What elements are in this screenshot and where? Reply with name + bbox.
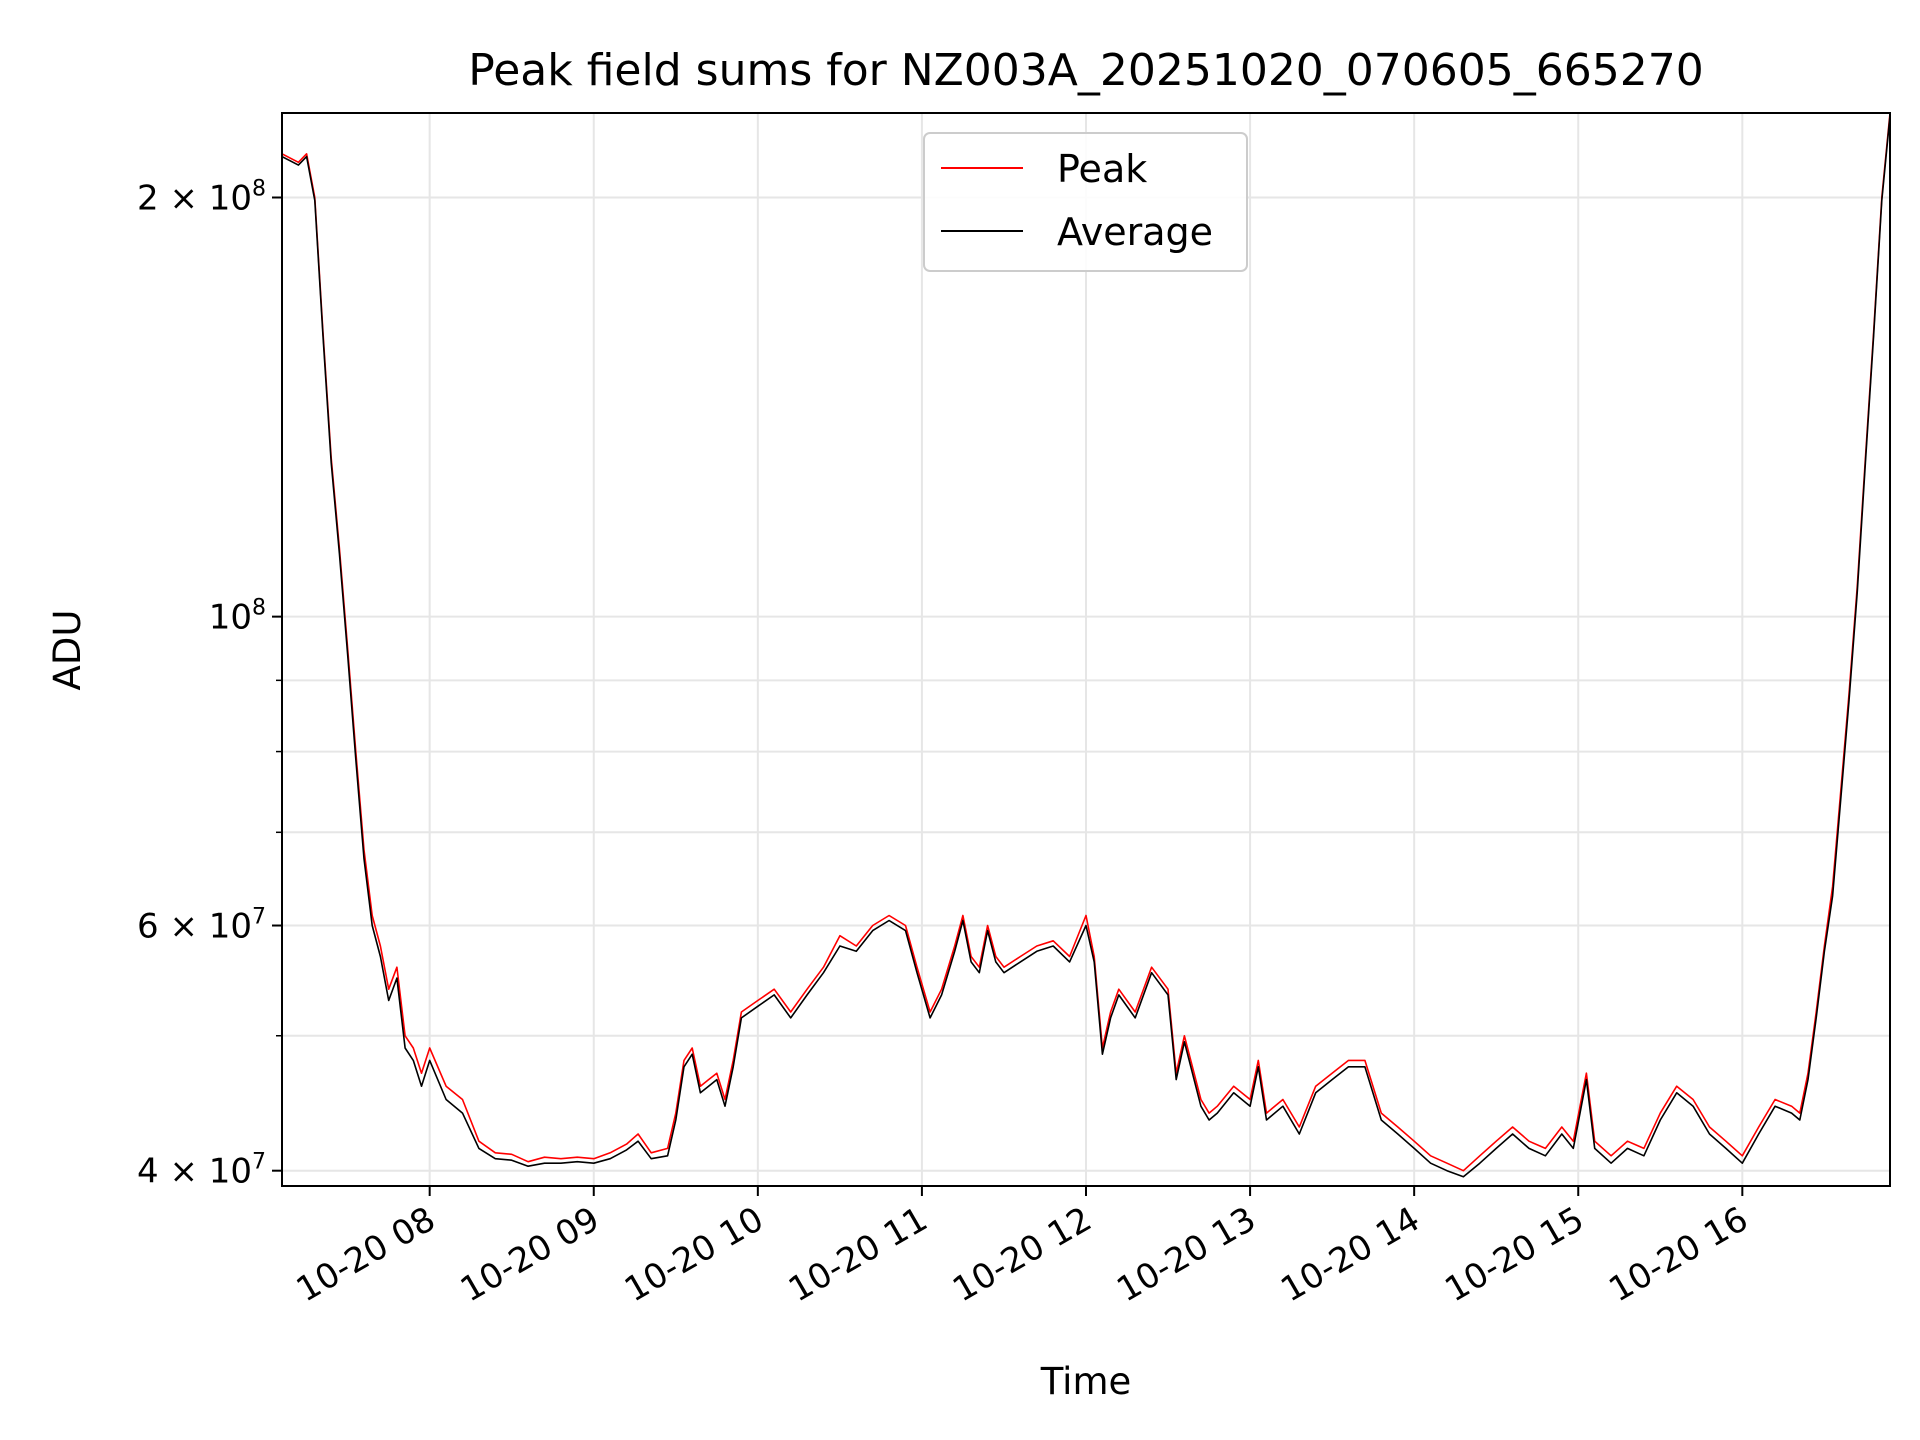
- y-tick-label: 6 × 107: [137, 905, 266, 947]
- chart-title: Peak field sums for NZ003A_20251020_0706…: [468, 45, 1703, 96]
- y-tick-label: 4 × 107: [137, 1150, 266, 1192]
- series-line-average: [282, 115, 1890, 1178]
- series-line-peak: [282, 113, 1890, 1172]
- legend-label-average: Average: [1057, 210, 1213, 254]
- legend-label-peak: Peak: [1057, 147, 1147, 191]
- y-tick-label: 2 × 108: [137, 177, 266, 219]
- y-axis-label: ADU: [46, 610, 89, 691]
- series-layer: [282, 113, 1890, 1178]
- legend: Peak Average: [923, 132, 1248, 272]
- x-axis-label: Time: [1040, 1360, 1132, 1403]
- y-tick-label: 108: [209, 596, 266, 638]
